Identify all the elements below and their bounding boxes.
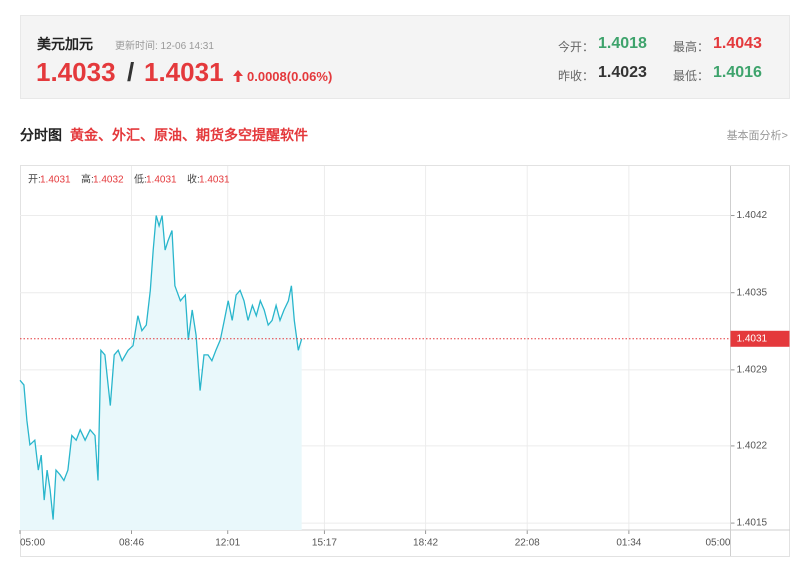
ohlc-value: 1.4032: [93, 175, 124, 186]
stat-value: 1.4023: [598, 64, 647, 81]
ohlc-value: 1.4031: [146, 175, 177, 186]
ohlc-label: 高:: [81, 173, 94, 186]
promo-link[interactable]: 黄金、外汇、原油、期货多空提醒软件: [70, 127, 308, 143]
ohlc-label: 低:: [134, 173, 147, 186]
stat-value: 1.4018: [598, 35, 647, 52]
price-separator: /: [127, 57, 135, 87]
x-tick-label: 01:34: [616, 538, 641, 549]
stat-label: 昨收：: [558, 69, 595, 83]
y-tick-label: 1.4022: [737, 441, 768, 452]
stat-label: 最低：: [673, 69, 710, 83]
price-area: [20, 215, 302, 530]
stat-label: 今开：: [558, 40, 595, 54]
price-line: [19, 215, 303, 520]
x-tick-label: 05:00: [20, 538, 45, 549]
x-tick-label: 05:00: [705, 538, 730, 549]
y-tick-label: 1.4035: [737, 287, 768, 298]
y-tick-label: 1.4042: [737, 210, 768, 221]
price-change: 0.0008(0.06%): [247, 69, 333, 84]
ohlc-label: 收:: [187, 173, 200, 186]
update-time: 更新时间: 12-06 14:31: [115, 41, 214, 52]
current-price-box: [730, 330, 790, 347]
x-tick-label: 18:42: [413, 538, 438, 549]
section-title: 分时图: [20, 127, 62, 143]
symbol-title: 美元加元: [37, 36, 93, 52]
y-tick-label: 1.4029: [737, 365, 768, 376]
ohlc-label: 开:: [28, 175, 41, 186]
current-price-label: 1.4031: [737, 333, 768, 344]
ohlc-value: 1.4031: [40, 175, 71, 186]
stat-value: 1.4043: [713, 35, 762, 52]
x-tick-label: 08:46: [119, 538, 144, 549]
x-tick-label: 22:08: [515, 538, 540, 549]
stat-value: 1.4016: [713, 64, 762, 81]
x-tick-label: 12:01: [215, 538, 240, 549]
x-tick-label: 15:17: [312, 538, 337, 549]
quote-header: [20, 15, 790, 99]
stat-label: 最高：: [673, 40, 710, 54]
chart-frame: [20, 165, 790, 557]
ask-price: 1.4031: [144, 57, 224, 87]
bid-price: 1.4033: [36, 57, 116, 87]
y-tick-label: 1.4015: [737, 518, 768, 529]
analysis-link[interactable]: 基本面分析>: [726, 130, 788, 142]
ohlc-value: 1.4031: [199, 175, 230, 186]
up-arrow: [233, 70, 243, 82]
